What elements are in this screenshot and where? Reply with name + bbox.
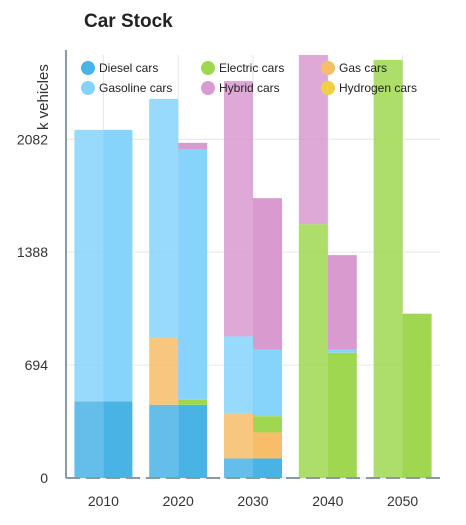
x-tick-label: 2020 — [163, 493, 194, 509]
bar-segment[interactable]: Diesel cars 2020: 450 — [149, 404, 179, 478]
bar-segment[interactable]: Hybrid cars 2030: 1570 — [224, 81, 253, 337]
bar-segment[interactable]: Gas cars 2020: 410 — [149, 338, 179, 405]
legend-label: Hydrogen cars — [339, 81, 417, 95]
bar-segment[interactable]: Electric cars 2040: 770 — [327, 352, 357, 478]
x-tick-label: 2040 — [312, 493, 343, 509]
y-axis-label: k vehicles — [35, 64, 52, 130]
x-tick-label: 2050 — [387, 493, 418, 509]
bar-segment[interactable]: Gasoline cars 2030: 470 — [224, 336, 253, 413]
bar-segment[interactable]: Hybrid cars 2030: 930 — [253, 198, 282, 350]
legend-item[interactable]: Diesel cars — [81, 61, 158, 75]
y-tick-label: 2082 — [17, 131, 48, 147]
bar-segment[interactable]: Gasoline cars 2010: 1670 — [74, 129, 104, 402]
bar-segment[interactable]: Hybrid cars 2020: 40 — [178, 142, 208, 150]
bar-segment[interactable]: Hybrid cars 2040: 580 — [327, 255, 357, 350]
y-tick-label: 0 — [40, 470, 48, 486]
legend-label: Gasoline cars — [99, 81, 172, 95]
bar-segment[interactable]: Hybrid cars 2040: 1040 — [298, 55, 328, 225]
bar-segment[interactable]: Gasoline cars 2030: 410 — [253, 349, 282, 417]
axes: 0 694 1388 2082 2010 2020 2030 2040 2050 — [17, 50, 440, 509]
bar-segment[interactable]: Diesel cars 2010: 470 — [103, 401, 133, 478]
legend-item[interactable]: Gas cars — [321, 61, 387, 75]
legend-item[interactable]: Electric cars — [201, 61, 284, 75]
legend-marker-icon — [201, 61, 215, 75]
bars: Diesel cars 2010: 470Gasoline cars 2010:… — [74, 55, 432, 478]
legend-item[interactable]: Gasoline cars — [81, 81, 172, 95]
y-tick-label: 694 — [25, 357, 49, 373]
legend-label: Gas cars — [339, 61, 387, 75]
bar-segment[interactable]: Gasoline cars 2040: 20 — [327, 349, 357, 353]
bar-segment[interactable]: Gas cars 2030: 160 — [253, 432, 282, 459]
bar-segment[interactable]: Electric cars 2050: 2570 — [373, 59, 403, 478]
bar-segment[interactable]: Gasoline cars 2020: 1540 — [178, 149, 208, 400]
x-tick-label: 2010 — [88, 493, 119, 509]
bar-segment[interactable]: Electric cars 2050: 1010 — [402, 313, 432, 478]
bar-segment[interactable]: Electric cars 2040: 1560 — [298, 224, 328, 478]
bar-segment[interactable]: Electric cars 2030: 100 — [253, 416, 282, 433]
chart-title: Car Stock — [84, 11, 173, 32]
legend-label: Diesel cars — [99, 61, 158, 75]
legend-item[interactable]: Hydrogen cars — [321, 81, 417, 95]
legend-label: Electric cars — [219, 61, 284, 75]
bar-segment[interactable]: Diesel cars 2010: 470 — [74, 401, 104, 478]
bar-segment[interactable]: Gasoline cars 2010: 1670 — [103, 129, 133, 402]
y-tick-label: 1388 — [17, 244, 48, 260]
bar-segment[interactable]: Gas cars 2030: 280 — [224, 412, 253, 459]
x-tick-label: 2030 — [237, 493, 268, 509]
bar-segment[interactable]: Electric cars 2020: 30 — [178, 399, 208, 405]
legend-marker-icon — [321, 81, 335, 95]
legend-marker-icon — [81, 81, 95, 95]
legend-label: Hybrid cars — [219, 81, 280, 95]
bar-segment[interactable]: Diesel cars 2030: 120 — [224, 458, 253, 478]
bar-segment[interactable]: Diesel cars 2030: 120 — [253, 458, 282, 478]
legend-item[interactable]: Hybrid cars — [201, 81, 280, 95]
legend[interactable]: Diesel cars Electric cars Gas cars Gasoline… — [81, 61, 417, 95]
legend-marker-icon — [201, 81, 215, 95]
legend-marker-icon — [81, 61, 95, 75]
legend-marker-icon — [321, 61, 335, 75]
bar-segment[interactable]: Diesel cars 2020: 450 — [178, 404, 208, 478]
bar-segment[interactable]: Gasoline cars 2020: 1470 — [149, 98, 179, 339]
